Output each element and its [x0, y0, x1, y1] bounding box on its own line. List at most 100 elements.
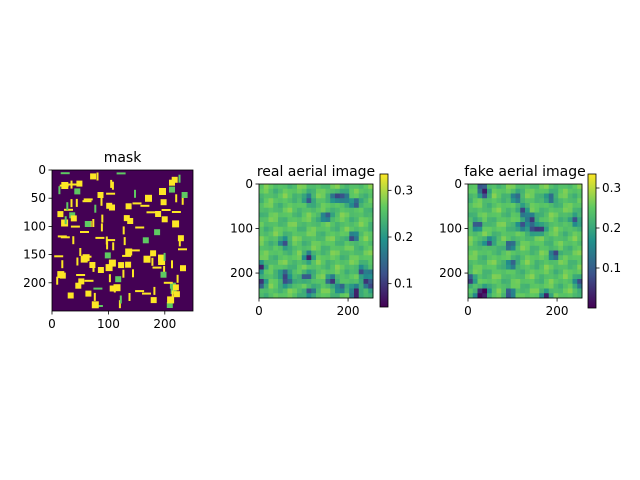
mask-feature: [155, 211, 162, 217]
mask-feature: [64, 216, 67, 225]
x-tick-label: 200: [546, 304, 569, 318]
mask-feature: [80, 231, 89, 233]
y-tick-label: 100: [230, 222, 253, 236]
mask-feature: [158, 254, 165, 262]
mask-feature: [66, 202, 69, 211]
mask-feature: [145, 194, 152, 202]
mask-feature: [56, 276, 59, 285]
chart-title: mask: [104, 150, 143, 166]
axes-frame: [51, 169, 194, 312]
y-tick-label: 100: [23, 219, 46, 233]
mask-feature: [92, 263, 95, 272]
heatmap-image: [468, 184, 583, 299]
mask-feature: [61, 260, 64, 269]
mask-feature: [76, 180, 83, 187]
mask-feature: [142, 292, 151, 295]
mask-feature: [105, 236, 108, 245]
y-tick-label: 200: [439, 266, 462, 280]
chart-title: real aerial image: [257, 164, 375, 180]
mask-feature: [96, 172, 99, 181]
colorbar-tick-label: 0.3: [602, 181, 621, 195]
mask-feature: [181, 196, 184, 205]
y-tick-label: 150: [23, 248, 46, 262]
mask-feature: [113, 284, 121, 292]
mask-feature: [171, 260, 173, 269]
y-tick-label: 200: [230, 266, 253, 280]
mask-feature: [70, 180, 73, 189]
mask-feature: [151, 257, 154, 266]
y-tick-label: 100: [439, 222, 462, 236]
mask-feature: [171, 211, 181, 213]
mask-feature: [171, 176, 178, 183]
mask-feature: [100, 197, 103, 206]
mask-feature: [61, 219, 69, 227]
mask-feature: [89, 262, 96, 268]
mask-feature: [178, 238, 181, 247]
axes-frame: [467, 183, 583, 299]
mask-feature: [74, 188, 81, 195]
mask-feature: [143, 255, 151, 263]
x-tick-label: 200: [153, 317, 176, 331]
mask-feature: [180, 265, 186, 272]
mask-feature: [59, 272, 66, 279]
mask-feature: [76, 257, 79, 266]
mask-feature: [152, 266, 162, 269]
mask-feature: [160, 199, 167, 206]
mask-feature: [125, 261, 132, 268]
mask-feature: [127, 218, 134, 224]
mask-feature: [97, 267, 104, 273]
mask-feature: [57, 211, 64, 218]
colorbar-tick-label: 0.2: [602, 221, 621, 235]
mask-feature: [69, 212, 76, 219]
mask-feature: [163, 265, 166, 274]
mask-feature: [91, 301, 99, 309]
mask-feature: [172, 220, 180, 228]
colorbar: 0.1 0.2 0.3: [379, 173, 413, 308]
x-tick-label: 0: [48, 317, 56, 331]
mask-feature: [161, 216, 168, 223]
mask-feature: [176, 274, 179, 283]
mask-feature: [111, 181, 114, 190]
mask-feature: [93, 287, 103, 290]
x-tick-label: 0: [255, 304, 263, 318]
y-tick-label: 200: [23, 276, 46, 290]
mask-feature: [108, 259, 116, 267]
mask-feature: [130, 249, 140, 252]
mask-feature: [146, 211, 156, 214]
mask-feature: [60, 172, 70, 175]
mask-feature: [85, 290, 92, 297]
mask-feature: [106, 241, 109, 250]
mask-feature: [123, 215, 130, 222]
mask-feature: [104, 252, 111, 259]
mask-feature: [101, 214, 104, 223]
mask-feature: [178, 174, 181, 183]
mask-feature: [173, 291, 180, 298]
mask-feature: [64, 208, 73, 211]
mask-feature: [80, 255, 88, 263]
mask-feature: [92, 219, 95, 227]
mask-feature: [84, 279, 94, 282]
mask-feature: [160, 271, 167, 278]
mask-feature: [108, 274, 111, 283]
colorbar-tick-label: 0.1: [394, 277, 413, 291]
chart-title: fake aerial image: [464, 164, 586, 180]
axes-frame: [258, 183, 374, 299]
mask-feature: [95, 236, 105, 239]
mask-feature: [153, 286, 156, 295]
mask-feature: [123, 237, 126, 246]
mask-feature: [119, 295, 122, 304]
mask-feature: [122, 269, 125, 278]
mask-feature: [150, 297, 157, 304]
mask-feature: [82, 200, 92, 203]
mask-feature: [93, 292, 96, 301]
mask-feature: [150, 250, 157, 257]
mask-feature: [167, 296, 175, 304]
mask-feature: [125, 248, 133, 256]
y-tick-label: 0: [454, 177, 462, 191]
mask-feature: [106, 202, 113, 209]
mask-feature: [122, 226, 125, 235]
mask-feature: [132, 202, 142, 205]
x-tick-label: 0: [464, 304, 472, 318]
mask-feature: [72, 236, 75, 245]
mask-feature: [125, 203, 132, 210]
